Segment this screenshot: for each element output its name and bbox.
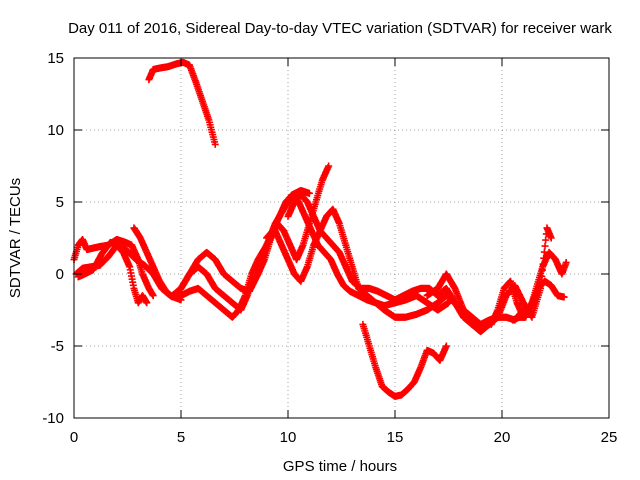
x-tick-label: 15 (387, 429, 404, 446)
series-arc-1 (145, 58, 219, 148)
data-point (560, 293, 568, 301)
y-tick-label: -10 (42, 410, 64, 427)
data-point (149, 292, 157, 300)
data-point (442, 342, 450, 350)
data-point (211, 140, 219, 148)
ticks (73, 57, 610, 419)
data-point (562, 258, 570, 266)
series-arc-12 (487, 248, 570, 328)
x-tick-label: 20 (494, 429, 511, 446)
y-axis-label: SDTVAR / TECUs (7, 178, 24, 298)
y-tick-label: -5 (51, 338, 64, 355)
x-tick-label: 25 (601, 429, 618, 446)
chart-title: Day 011 of 2016, Sidereal Day-to-day VTE… (68, 20, 612, 37)
data-point (541, 242, 549, 250)
y-tick-label: 5 (56, 194, 64, 211)
x-tick-label: 10 (280, 429, 297, 446)
series-arc-13 (509, 277, 568, 324)
data-point (325, 162, 333, 170)
series-arc-10 (359, 320, 450, 400)
y-tick-label: 15 (47, 50, 64, 67)
data-point (542, 236, 550, 244)
plot-frame (73, 57, 610, 419)
x-axis-label: GPS time / hours (283, 458, 397, 475)
y-tick-label: 0 (56, 266, 64, 283)
data-point (305, 189, 313, 197)
x-tick-label: 0 (70, 429, 78, 446)
y-tick-label: 10 (47, 122, 64, 139)
x-tick-label: 5 (177, 429, 185, 446)
tick-labels: 0 5 10 15 20 25 -10 -5 0 5 10 15 (42, 50, 617, 446)
data-points (70, 58, 570, 400)
data-point (547, 234, 555, 242)
data-point (143, 299, 151, 307)
